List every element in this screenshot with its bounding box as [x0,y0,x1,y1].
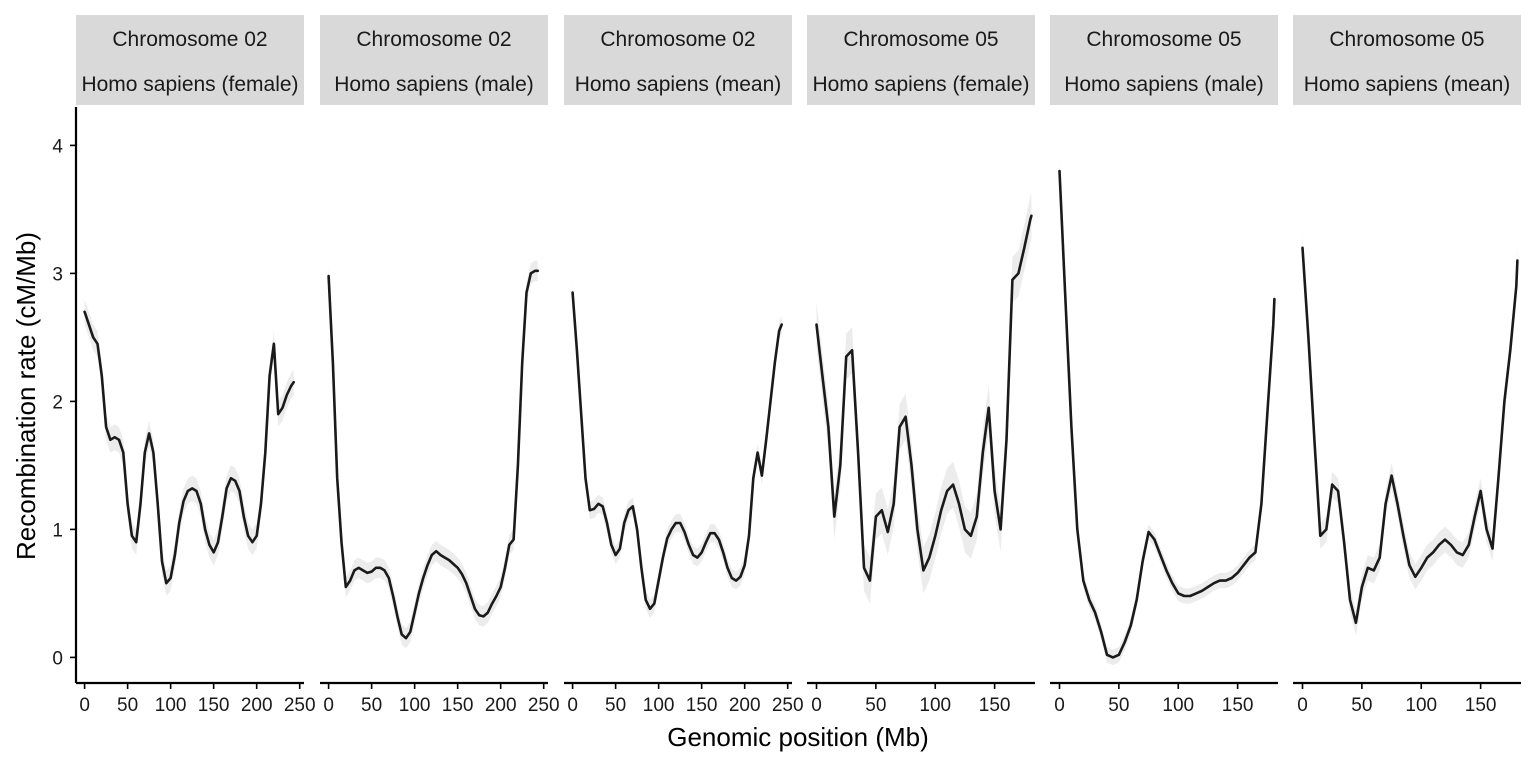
x-tick-label: 150 [1465,695,1497,716]
facet-strip [76,15,304,105]
facet-strip-labels: Chromosome 02 Homo sapiens (female) [81,28,298,96]
x-tick-label: 50 [1351,695,1372,716]
facet-strip-population: Homo sapiens (female) [81,73,298,96]
x-tick-label: 150 [1222,695,1254,716]
x-tick-label: 50 [605,695,626,716]
x-tick-label: 250 [772,695,804,716]
x-tick-label: 200 [241,695,273,716]
facet-strip-population: Homo sapiens (mean) [1304,73,1511,96]
x-tick-label: 0 [1054,695,1065,716]
recombination-rate-line [571,291,784,611]
x-tick-label: 0 [567,695,578,716]
x-tick-label: 100 [1162,695,1194,716]
y-tick-label: 1 [52,520,63,541]
facet-strip-chromosome: Chromosome 05 [1329,28,1484,51]
facet-strip-labels: Chromosome 05 Homo sapiens (male) [1064,28,1264,96]
x-tick-label: 150 [442,695,474,716]
recombination-rate-line [327,269,540,640]
facet-strip-labels: Chromosome 02 Homo sapiens (mean) [575,28,782,96]
panels: Chromosome 02 Homo sapiens (female) 0 50 100… [76,15,1521,716]
x-tick-label: 0 [811,695,822,716]
y-axis-title: Recombination rate (cM/Mb) [11,232,41,560]
facet-strip-labels: Chromosome 05 Homo sapiens (female) [812,28,1029,96]
y-tick-label: 0 [52,648,63,669]
confidence-ribbon [1302,235,1518,636]
panel: Chromosome 02 Homo sapiens (female) 0 50 100… [76,15,316,716]
facet-strip-chromosome: Chromosome 05 [1086,28,1241,51]
x-tick-label: 100 [643,695,675,716]
facet-strip-chromosome: Chromosome 02 [356,28,511,51]
panel: Chromosome 05 Homo sapiens (mean) 0 50 100 15… [1293,15,1521,716]
x-tick-label: 0 [79,695,90,716]
facet-strip [320,15,548,105]
confidence-ribbon [1059,163,1275,666]
x-tick-label: 150 [686,695,718,716]
facet-strip [564,15,792,105]
facet-strip [1293,15,1521,105]
panel: Chromosome 02 Homo sapiens (male) 0 50 100 15… [320,15,560,716]
confidence-ribbon [84,299,294,596]
x-tick-label: 50 [117,695,138,716]
recombination-rate-line [815,214,1033,582]
x-tick-label: 150 [198,695,230,716]
y-tick-label: 2 [52,392,63,413]
panel: Chromosome 02 Homo sapiens (mean) 0 50 100 15… [564,15,804,716]
y-tick-label: 4 [52,136,63,157]
facet-strip-population: Homo sapiens (male) [1064,73,1264,96]
x-tick-label: 250 [528,695,560,716]
y-axis: 0 1 2 3 4 [52,107,78,683]
facet-strip-chromosome: Chromosome 02 [112,28,267,51]
facet-strip-population: Homo sapiens (female) [812,73,1029,96]
panel: Chromosome 05 Homo sapiens (male) 0 50 100 15… [1050,15,1278,716]
facet-strip-population: Homo sapiens (male) [334,73,534,96]
panel: Chromosome 05 Homo sapiens (female) 0 50 100… [807,15,1035,716]
x-tick-label: 0 [1297,695,1308,716]
x-tick-label: 50 [1108,695,1129,716]
x-tick-label: 200 [485,695,517,716]
x-axis-title: Genomic position (Mb) [667,722,929,752]
x-tick-label: 100 [1405,695,1437,716]
facet-strip [807,15,1035,105]
facet-strip-labels: Chromosome 05 Homo sapiens (mean) [1304,28,1511,96]
x-tick-label: 0 [323,695,334,716]
facet-strip-population: Homo sapiens (mean) [575,73,782,96]
x-tick-label: 100 [919,695,951,716]
confidence-ribbon [572,283,782,618]
confidence-ribbon [328,260,538,649]
x-tick-label: 50 [865,695,886,716]
confidence-ribbon [816,192,1032,604]
facet-strip-labels: Chromosome 02 Homo sapiens (male) [334,28,534,96]
facet-strip-chromosome: Chromosome 05 [843,28,998,51]
x-tick-label: 250 [284,695,316,716]
recombination-rate-line [1301,246,1519,625]
y-tick-label: 3 [52,264,63,285]
x-tick-label: 100 [399,695,431,716]
x-tick-label: 100 [155,695,187,716]
x-tick-label: 150 [979,695,1011,716]
x-tick-label: 200 [729,695,761,716]
x-tick-label: 50 [361,695,382,716]
recombination-rate-line [1058,169,1276,659]
facet-strip-chromosome: Chromosome 02 [600,28,755,51]
recombination-rate-line [83,310,296,585]
facet-strip [1050,15,1278,105]
